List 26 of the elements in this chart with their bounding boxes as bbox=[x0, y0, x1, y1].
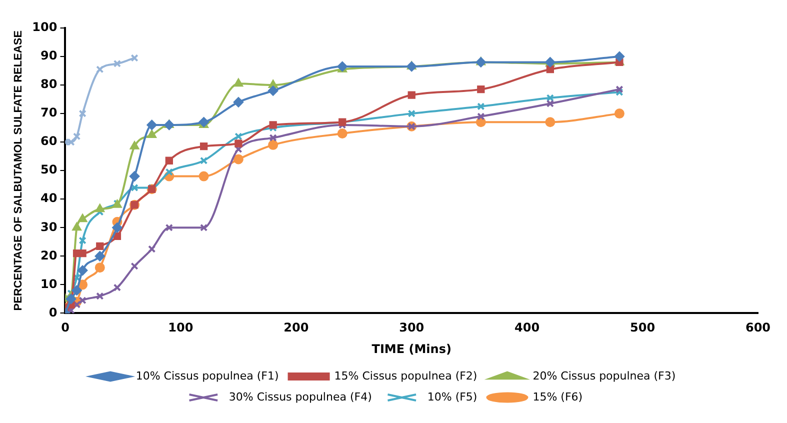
y-tick-label: 80 bbox=[40, 77, 58, 92]
x-tick-label: 400 bbox=[514, 320, 540, 335]
y-tick-label: 20 bbox=[40, 248, 58, 262]
legend-label: 15% (F6) bbox=[532, 390, 583, 404]
y-tick-label: 50 bbox=[40, 162, 58, 177]
legend-label: 15% Cissus populnea (F2) bbox=[334, 369, 478, 382]
x-tick-label: 100 bbox=[168, 320, 194, 335]
legend-label: 30% Cissus populnea (F4) bbox=[228, 390, 372, 404]
y-tick-label: 0 bbox=[48, 305, 58, 320]
x-axis-title: TIME (Mins) bbox=[372, 342, 452, 356]
y-tick-label: 90 bbox=[40, 48, 58, 63]
x-tick-label: 300 bbox=[399, 320, 424, 335]
legend-label: 10% Cissus populnea (F1) bbox=[136, 369, 279, 382]
x-tick-label: 0 bbox=[61, 320, 70, 335]
y-tick-label: 40 bbox=[40, 191, 58, 206]
x-tick-label: 600 bbox=[745, 320, 771, 335]
y-tick-label: 10 bbox=[40, 276, 58, 291]
x-tick-label: 200 bbox=[284, 320, 309, 335]
y-axis-title: PERCENTAGE OF SALBUTAMOL SULFATE RELEASE bbox=[12, 30, 25, 311]
x-tick-label: 500 bbox=[630, 320, 656, 335]
y-tick-label: 100 bbox=[32, 20, 58, 34]
y-tick-label: 60 bbox=[40, 134, 58, 148]
legend-label: 10% (F5) bbox=[427, 390, 478, 404]
legend-label: 20% Cissus populnea (F3) bbox=[532, 369, 676, 382]
y-tick-label: 70 bbox=[40, 106, 58, 120]
y-tick-label: 30 bbox=[40, 220, 58, 234]
